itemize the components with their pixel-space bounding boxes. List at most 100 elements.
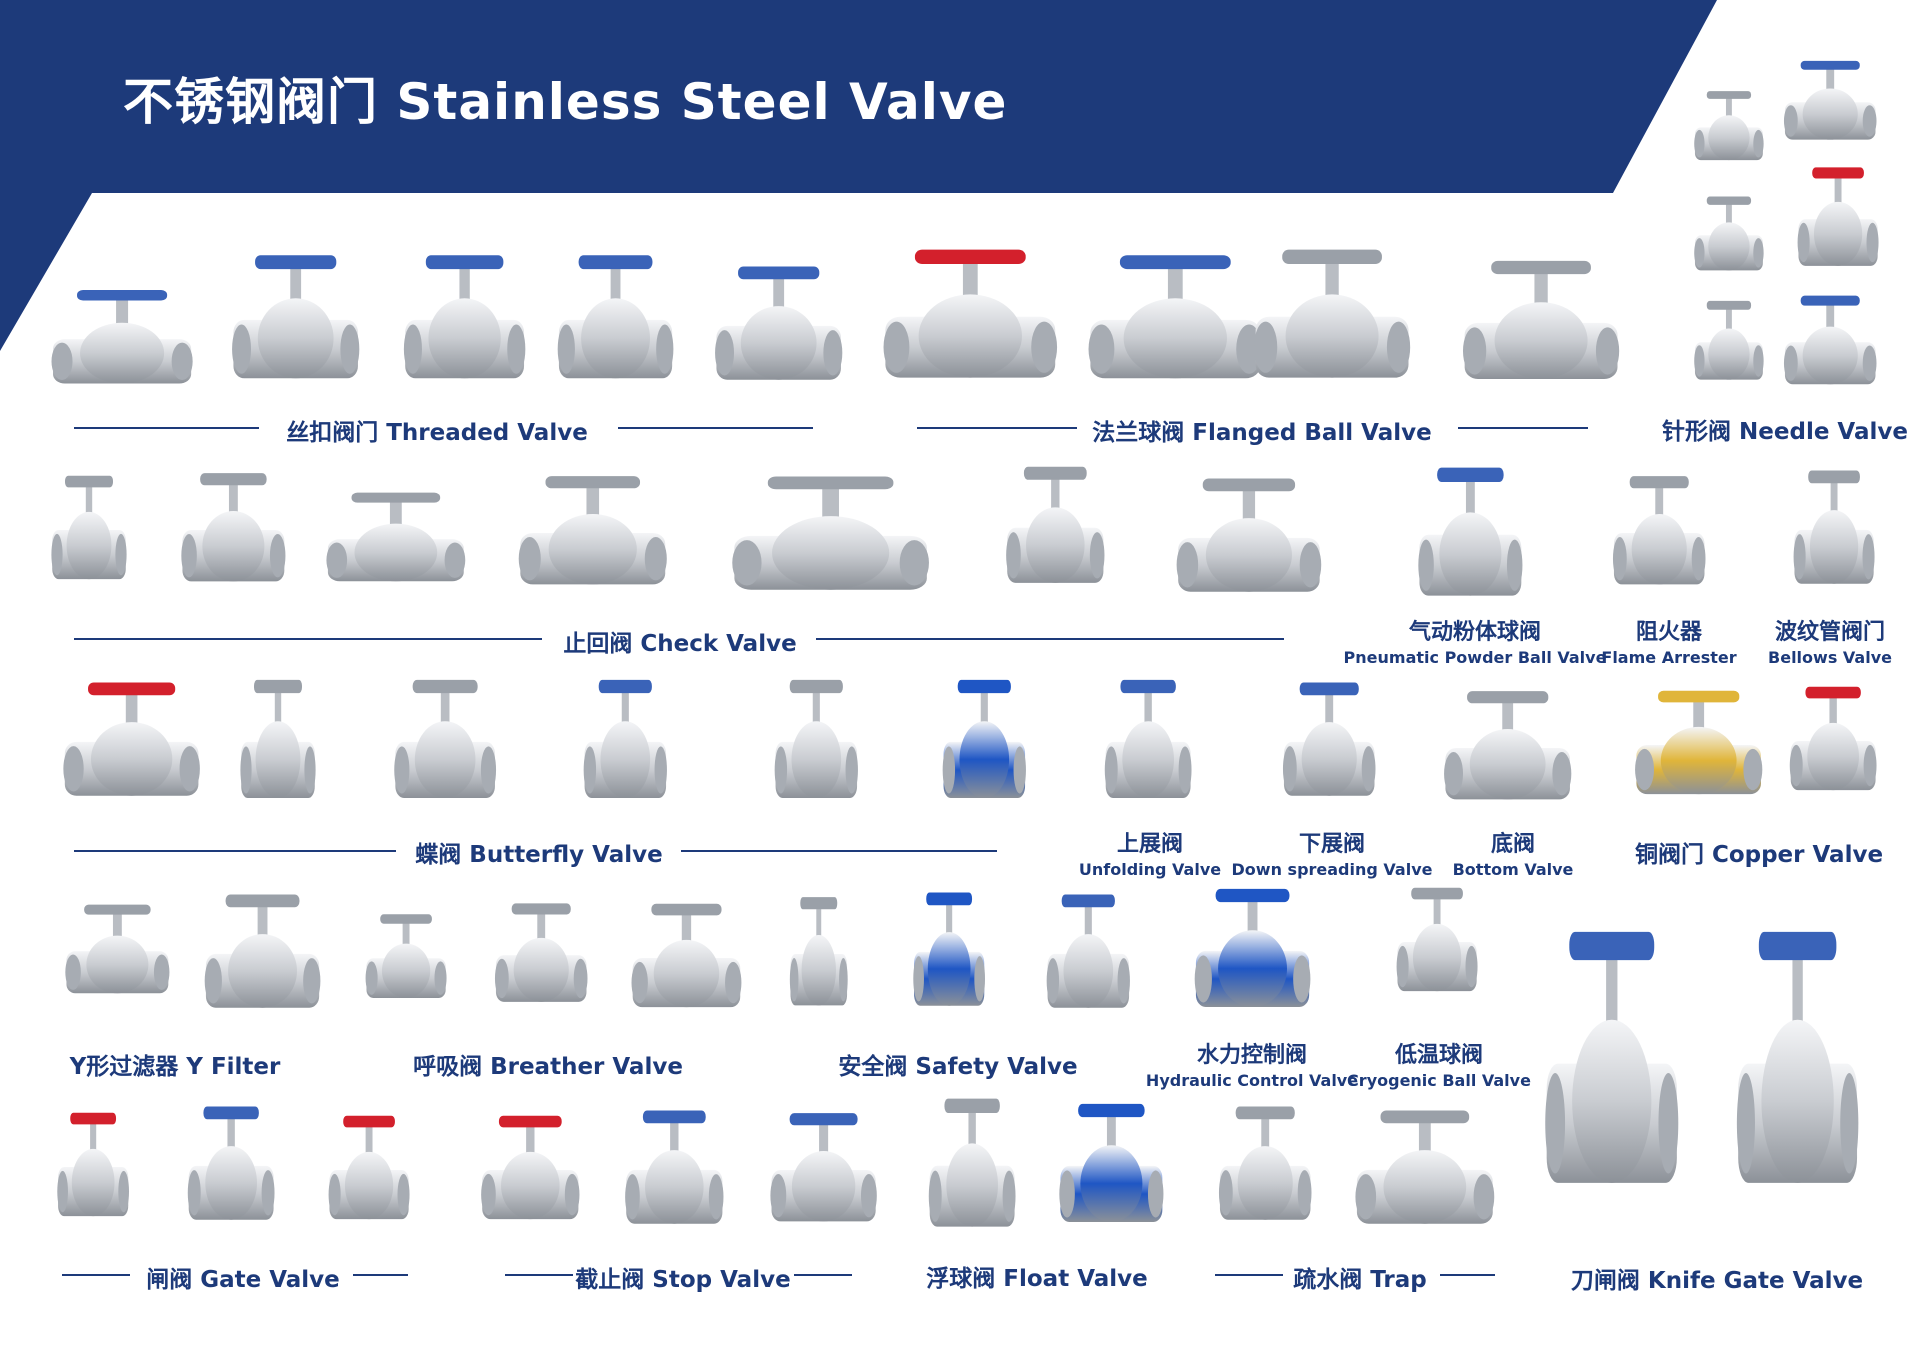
product-image (238, 671, 318, 819)
divider-line (74, 427, 259, 429)
product-image (326, 1108, 412, 1237)
divider-line (1215, 1274, 1283, 1276)
divider-line (917, 427, 1077, 429)
label-down-spreading-valve: 下展阀 Down spreading Valve (1232, 826, 1433, 879)
product-image (772, 671, 861, 819)
label-en: Unfolding Valve (1078, 860, 1222, 879)
label-stop-valve: 截止阀 Stop Valve (575, 1267, 791, 1293)
product-image (878, 240, 1063, 400)
product-image (554, 246, 677, 400)
label-float-valve: 浮球阀 Float Valve (926, 1266, 1148, 1292)
product-image (1003, 458, 1108, 603)
product-image (49, 468, 129, 597)
label-en: Hydraulic Control Valve (1145, 1071, 1359, 1090)
product-image (478, 1108, 583, 1237)
product-image (788, 889, 850, 1024)
label-butterfly-valve: 蝶阀 Butterfly Valve (415, 842, 663, 868)
product-image (1631, 683, 1766, 812)
label-cn: 阻火器 (1635, 620, 1703, 645)
label-gate-valve: 闸阀 Gate Valve (146, 1267, 340, 1293)
divider-line (1458, 427, 1588, 429)
product-image (47, 283, 197, 400)
product-image (228, 246, 363, 400)
label-en: Bellows Valve (1768, 648, 1892, 667)
label-threaded-valve: 丝扣阀门 Threaded Valve (286, 420, 588, 446)
product-image (201, 886, 324, 1028)
product-image (492, 896, 590, 1019)
label-unfolding-valve: 上展阀 Unfolding Valve (1079, 826, 1221, 879)
label-cn: 下展阀 (1298, 832, 1366, 857)
label-bottom-valve: 底阀 Bottom Valve (1453, 826, 1574, 879)
product-image (726, 468, 935, 610)
divider-line (816, 638, 1284, 640)
label-safety-valve: 安全阀 Safety Valve (838, 1054, 1078, 1080)
product-image (1610, 468, 1708, 603)
label-trap: 疏水阀 Trap (1293, 1267, 1427, 1293)
product-image (391, 671, 499, 819)
product-image (1102, 671, 1194, 819)
label-breather-valve: 呼吸阀 Breather Valve (413, 1054, 683, 1080)
product-image (1351, 1102, 1499, 1244)
divider-line (618, 427, 813, 429)
product-image (55, 1105, 131, 1234)
divider-line (794, 1274, 852, 1276)
product-image (1781, 289, 1879, 400)
product-image (1083, 246, 1268, 400)
label-needle-valve: 针形阀 Needle Valve (1662, 419, 1908, 445)
label-cn: 气动粉体球阀 (1408, 620, 1542, 645)
product-image (1458, 252, 1624, 400)
header-banner (0, 0, 1717, 351)
product-image (1216, 1098, 1314, 1240)
label-cn: 低温球阀 (1394, 1043, 1484, 1068)
divider-line (681, 850, 997, 852)
product-image (1692, 295, 1766, 393)
label-cn: 波纹管阀门 (1774, 620, 1886, 645)
product-image (178, 465, 289, 600)
product-image (1044, 886, 1133, 1028)
label-en: Bottom Valve (1452, 860, 1574, 879)
divider-line (1440, 1274, 1495, 1276)
product-image (62, 898, 173, 1009)
product-image (185, 1098, 277, 1240)
product-image (1249, 240, 1415, 400)
label-flanged-ball-valve: 法兰球阀 Flanged Ball Valve (1092, 420, 1432, 446)
product-image (514, 468, 672, 603)
label-en: Down spreading Valve (1231, 860, 1433, 879)
product-image (400, 246, 529, 400)
divider-line (353, 1274, 408, 1276)
product-image (1415, 458, 1526, 618)
divider-line (505, 1274, 573, 1276)
product-image (767, 1105, 880, 1240)
label-knife-gate-valve: 刀闸阀 Knife Gate Valve (1570, 1268, 1864, 1294)
label-pneumatic-powder-ball-valve: 气动粉体球阀 Pneumatic Powder Ball Valve (1344, 614, 1607, 667)
product-image (940, 671, 1029, 819)
product-image (1394, 880, 1480, 1009)
label-cn: 水力控制阀 (1196, 1043, 1307, 1068)
product-image (1692, 191, 1766, 283)
product-image (59, 674, 204, 816)
divider-line (62, 1274, 130, 1276)
label-cn: 上展阀 (1116, 832, 1183, 857)
label-cn: 底阀 (1490, 832, 1536, 857)
label-y-filter: Y形过滤器 Y Filter (69, 1054, 281, 1080)
product-image (1280, 674, 1378, 816)
product-image (1733, 913, 1862, 1227)
label-en: Cryogenic Ball Valve (1347, 1071, 1531, 1090)
product-image (1787, 679, 1879, 808)
product-image (1440, 683, 1575, 818)
product-image (322, 486, 470, 597)
product-image (1191, 880, 1314, 1028)
divider-line (74, 850, 396, 852)
product-image (628, 896, 745, 1025)
product-image (1692, 86, 1766, 172)
product-image (1056, 1095, 1167, 1243)
product-image (1795, 160, 1881, 283)
product-image (1541, 913, 1683, 1227)
label-check-valve: 止回阀 Check Valve (563, 631, 797, 657)
product-image (1172, 470, 1326, 612)
product-image (1781, 55, 1879, 153)
product-image (581, 671, 670, 819)
label-flame-arrester: 阻火器 Flame Arrester (1601, 614, 1736, 667)
product-image (363, 908, 449, 1013)
divider-line (74, 638, 542, 640)
